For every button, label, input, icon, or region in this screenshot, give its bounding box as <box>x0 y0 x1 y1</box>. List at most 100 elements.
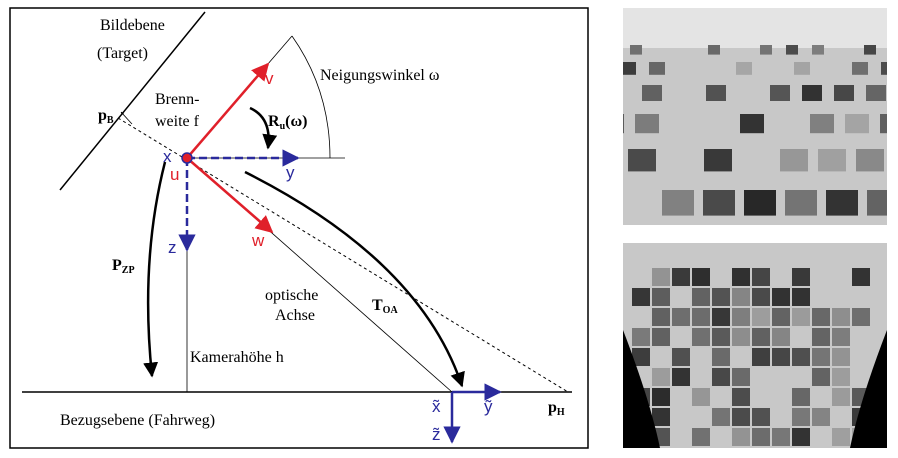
rotation-arrow <box>250 108 269 148</box>
texture <box>881 62 897 75</box>
texture <box>826 190 858 216</box>
label: v <box>265 69 274 88</box>
texture <box>632 288 650 306</box>
texture <box>652 288 670 306</box>
label: pH <box>548 399 565 418</box>
texture <box>600 114 624 133</box>
label: (Target) <box>97 45 148 62</box>
label: H <box>557 407 565 418</box>
label: Bildebene <box>100 17 165 34</box>
texture <box>692 288 710 306</box>
w-arrow <box>187 158 272 232</box>
camera-photo <box>570 8 898 266</box>
texture <box>712 328 730 346</box>
texture <box>630 45 642 55</box>
texture <box>812 45 824 55</box>
texture <box>780 149 808 171</box>
texture <box>672 348 690 366</box>
texture <box>712 288 730 306</box>
texture <box>672 308 690 326</box>
texture <box>792 288 810 306</box>
texture <box>736 62 752 75</box>
texture <box>785 190 817 216</box>
texture <box>786 45 798 55</box>
label: p <box>98 107 107 124</box>
texture <box>740 114 764 133</box>
texture <box>832 348 850 366</box>
texture <box>732 428 750 446</box>
texture <box>752 408 770 426</box>
texture <box>732 288 750 306</box>
texture <box>802 85 822 101</box>
label: Brenn- <box>155 91 199 108</box>
texture <box>752 428 770 446</box>
texture <box>832 328 850 346</box>
camera-center <box>182 153 192 163</box>
texture <box>732 328 750 346</box>
texture <box>712 348 730 366</box>
label: u <box>170 165 179 184</box>
texture <box>794 62 810 75</box>
tilt-arc <box>292 36 330 158</box>
texture <box>649 62 665 75</box>
texture <box>732 308 750 326</box>
texture <box>623 8 887 48</box>
texture <box>818 149 846 171</box>
texture <box>812 328 830 346</box>
texture <box>652 308 670 326</box>
texture <box>856 149 884 171</box>
texture <box>580 190 612 216</box>
focal-arrow <box>121 112 132 124</box>
texture <box>692 268 710 286</box>
texture <box>752 268 770 286</box>
label: p <box>548 399 557 416</box>
texture <box>810 114 834 133</box>
texture <box>692 388 710 406</box>
label: Ru(ω) <box>268 113 307 132</box>
label: weite f <box>155 113 200 130</box>
label: ZP <box>122 265 135 276</box>
texture <box>770 85 790 101</box>
texture <box>620 62 636 75</box>
texture <box>792 308 810 326</box>
texture <box>732 408 750 426</box>
texture <box>894 149 898 171</box>
texture <box>772 288 790 306</box>
label: PZP <box>112 257 135 276</box>
texture <box>812 348 830 366</box>
texture <box>744 190 776 216</box>
texture <box>752 348 770 366</box>
texture <box>834 85 854 101</box>
label: OA <box>383 305 399 316</box>
label: pB <box>98 107 114 126</box>
texture <box>708 45 720 55</box>
texture <box>672 368 690 386</box>
texture <box>662 190 694 216</box>
texture <box>792 348 810 366</box>
texture <box>772 428 790 446</box>
texture <box>752 288 770 306</box>
texture <box>642 85 662 101</box>
texture <box>812 408 830 426</box>
texture <box>832 368 850 386</box>
texture <box>652 388 670 406</box>
figure: Bildebene (Target) pB Brenn- weite f Nei… <box>0 0 898 453</box>
texture <box>652 268 670 286</box>
label: y <box>286 163 295 182</box>
texture <box>832 388 850 406</box>
label: x̃ <box>432 397 441 416</box>
texture <box>852 268 870 286</box>
texture <box>852 308 870 326</box>
pzp-arrow <box>148 162 165 376</box>
texture <box>712 308 730 326</box>
texture <box>864 45 876 55</box>
label: Kamerahöhe h <box>190 349 284 366</box>
texture <box>812 308 830 326</box>
label: Achse <box>275 307 315 324</box>
label: w <box>251 231 265 250</box>
label: R <box>268 113 280 130</box>
texture <box>732 268 750 286</box>
texture <box>772 348 790 366</box>
texture <box>635 114 659 133</box>
label: optische <box>265 287 318 304</box>
